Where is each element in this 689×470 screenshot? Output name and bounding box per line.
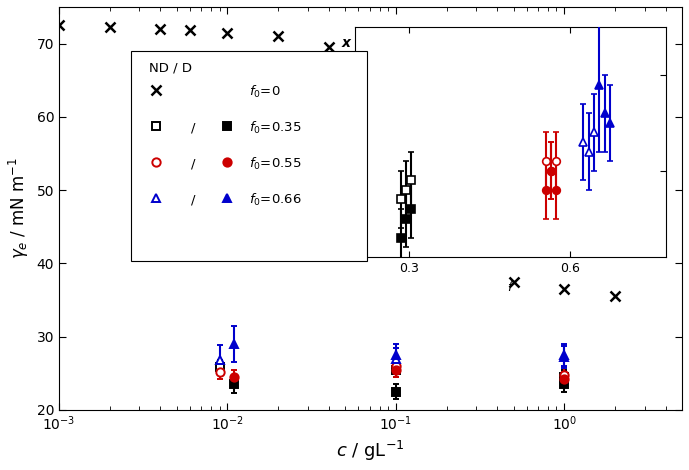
Text: /: / [191, 121, 195, 134]
Text: $f_0$=0.66: $f_0$=0.66 [249, 192, 302, 208]
Text: $f_0$=0.35: $f_0$=0.35 [249, 120, 302, 136]
Text: x: x [341, 101, 350, 115]
Y-axis label: $\gamma_e$ / mN m$^{-1}$: $\gamma_e$ / mN m$^{-1}$ [7, 157, 31, 259]
Text: /: / [191, 157, 195, 171]
Bar [131, 51, 367, 261]
Text: $f_0$=0.55: $f_0$=0.55 [249, 156, 302, 172]
Text: ND / D: ND / D [150, 62, 192, 74]
X-axis label: $c$ / gL$^{-1}$: $c$ / gL$^{-1}$ [336, 439, 405, 463]
Text: x: x [341, 36, 350, 50]
Text: /: / [191, 194, 195, 207]
Text: $f_0$=0: $f_0$=0 [249, 84, 280, 100]
